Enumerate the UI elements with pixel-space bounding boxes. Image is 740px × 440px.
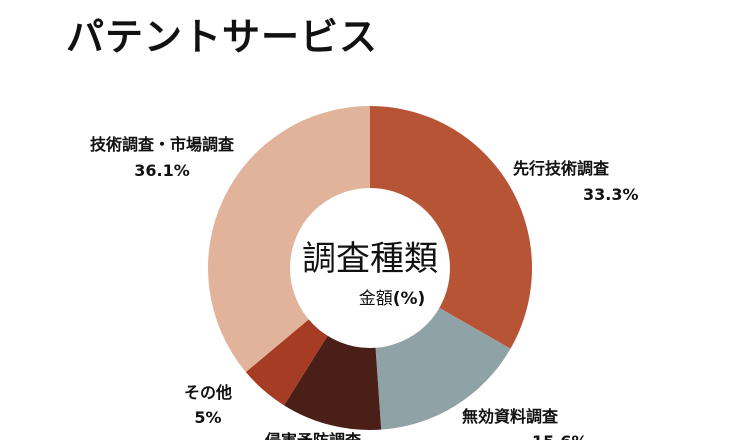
center-sublabel-unit: (%): [393, 289, 426, 309]
chart-title: パテントサービス: [66, 15, 379, 59]
labels-group: 先行技術調査 33.3% 無効資料調査 15.6% 侵害予防調査 その他 5% 技術調査・市場…: [90, 135, 639, 440]
slice-label-0: 先行技術調査: [513, 159, 609, 178]
slice-label-2: 侵害予防調査: [264, 431, 361, 440]
center-sublabel: 金額(%): [359, 289, 426, 309]
center-label: 調査種類: [302, 239, 438, 279]
center-sublabel-text: 金額: [359, 289, 393, 309]
slice-label-1: 無効資料調査: [462, 407, 558, 426]
slice-label-3: その他: [184, 383, 232, 402]
donut-hole: [290, 188, 450, 348]
slice-label-4: 技術調査・市場調査: [90, 135, 234, 154]
slice-value-0: 33.3%: [583, 185, 639, 204]
slice-value-3: 5%: [194, 408, 221, 427]
slice-4: [208, 105, 370, 373]
slice-value-4: 36.1%: [134, 161, 190, 180]
slice-value-1: 15.6%: [532, 432, 588, 440]
